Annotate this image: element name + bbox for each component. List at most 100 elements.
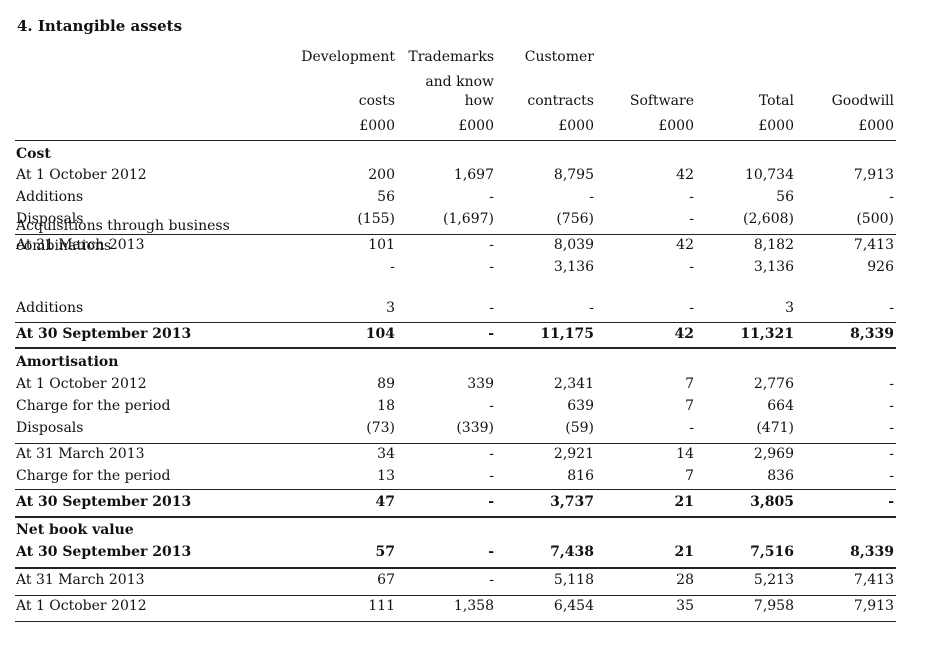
row-label: Disposals: [16, 211, 84, 227]
table-cell: -: [489, 572, 494, 588]
column-header: Goodwill: [831, 93, 894, 109]
table-cell: 8,795: [553, 167, 594, 183]
table-cell: 89: [377, 376, 395, 392]
table-cell: -: [488, 544, 494, 560]
table-cell: -: [488, 494, 494, 510]
table-rule: [15, 567, 896, 569]
table-cell: 3,136: [553, 259, 594, 275]
table-cell: 5,118: [553, 572, 594, 588]
column-header: how: [464, 93, 494, 109]
row-label: Amortisation: [16, 354, 119, 370]
table-cell: 3: [386, 300, 395, 316]
table-cell: -: [889, 398, 894, 414]
row-label: At 30 September 2013: [16, 544, 192, 560]
table-cell: 8,039: [553, 237, 594, 253]
table-cell: 2,341: [553, 376, 594, 392]
table-cell: -: [689, 259, 694, 275]
column-header: costs: [358, 93, 395, 109]
table-cell: 816: [567, 468, 594, 484]
column-header: contracts: [527, 93, 594, 109]
table-cell: (2,608): [742, 211, 794, 227]
table-cell: -: [589, 300, 594, 316]
table-cell: -: [889, 376, 894, 392]
table-cell: -: [489, 446, 494, 462]
table-cell: -: [489, 468, 494, 484]
table-cell: 7,913: [853, 167, 894, 183]
table-cell: (339): [456, 420, 494, 436]
table-cell: -: [489, 398, 494, 414]
row-label: At 1 October 2012: [16, 167, 147, 183]
row-label: At 1 October 2012: [16, 598, 147, 614]
table-cell: (500): [856, 211, 894, 227]
table-cell: 104: [365, 326, 395, 342]
table-cell: 664: [767, 398, 794, 414]
row-label: At 31 March 2013: [16, 237, 145, 253]
column-unit: £000: [558, 118, 594, 134]
column-header: Software: [629, 93, 694, 109]
table-cell: 13: [377, 468, 395, 484]
row-label: At 1 October 2012: [16, 376, 147, 392]
row-label: Additions: [16, 189, 84, 205]
table-cell: -: [390, 259, 395, 275]
table-cell: -: [888, 494, 894, 510]
table-cell: -: [889, 189, 894, 205]
column-unit: £000: [658, 118, 694, 134]
table-cell: -: [489, 189, 494, 205]
table-cell: -: [488, 326, 494, 342]
row-label: At 30 September 2013: [16, 326, 192, 342]
table-cell: -: [889, 300, 894, 316]
column-unit: £000: [359, 118, 395, 134]
table-cell: 7,516: [750, 544, 794, 560]
table-cell: 10,734: [745, 167, 794, 183]
table-cell: 2,776: [753, 376, 794, 392]
row-label: Charge for the period: [16, 468, 171, 484]
table-cell: (471): [756, 420, 794, 436]
row-label: Net book value: [16, 522, 134, 538]
row-label: Charge for the period: [16, 398, 171, 414]
table-cell: 47: [375, 494, 395, 510]
table-cell: 2,921: [553, 446, 594, 462]
table-cell: 35: [676, 598, 694, 614]
table-cell: -: [489, 237, 494, 253]
section-title: 4. Intangible assets: [17, 17, 183, 35]
table-cell: 7,438: [550, 544, 594, 560]
table-rule: [15, 621, 896, 622]
table-cell: -: [489, 259, 494, 275]
table-rule: [15, 595, 896, 596]
column-header: Development: [301, 49, 395, 65]
table-cell: -: [489, 300, 494, 316]
column-unit: £000: [858, 118, 894, 134]
column-header: Customer: [524, 49, 594, 65]
row-label: At 31 March 2013: [16, 446, 145, 462]
table-cell: 28: [676, 572, 694, 588]
table-cell: 200: [368, 167, 395, 183]
table-cell: 8,182: [753, 237, 794, 253]
table-cell: 11,321: [740, 326, 794, 342]
table-cell: 67: [377, 572, 395, 588]
table-cell: 639: [567, 398, 594, 414]
table-cell: 1,358: [453, 598, 494, 614]
table-cell: 926: [867, 259, 894, 275]
table-cell: 111: [368, 598, 395, 614]
table-cell: -: [889, 468, 894, 484]
table-rule: [15, 347, 896, 349]
table-cell: 339: [467, 376, 494, 392]
table-cell: -: [689, 211, 694, 227]
table-cell: 42: [676, 167, 694, 183]
column-header: Trademarks: [408, 49, 494, 65]
column-unit: £000: [458, 118, 494, 134]
table-cell: 57: [375, 544, 395, 560]
table-cell: 7: [685, 376, 694, 392]
table-cell: 6,454: [553, 598, 594, 614]
table-cell: 11,175: [540, 326, 594, 342]
table-cell: 5,213: [753, 572, 794, 588]
table-cell: 56: [377, 189, 395, 205]
table-cell: 14: [676, 446, 694, 462]
table-cell: -: [889, 420, 894, 436]
row-label: At 30 September 2013: [16, 494, 192, 510]
table-cell: (155): [357, 211, 395, 227]
table-cell: 21: [674, 494, 694, 510]
row-label: Acquisitions through business: [16, 218, 230, 234]
table-rule: [15, 140, 896, 141]
table-cell: 21: [674, 544, 694, 560]
